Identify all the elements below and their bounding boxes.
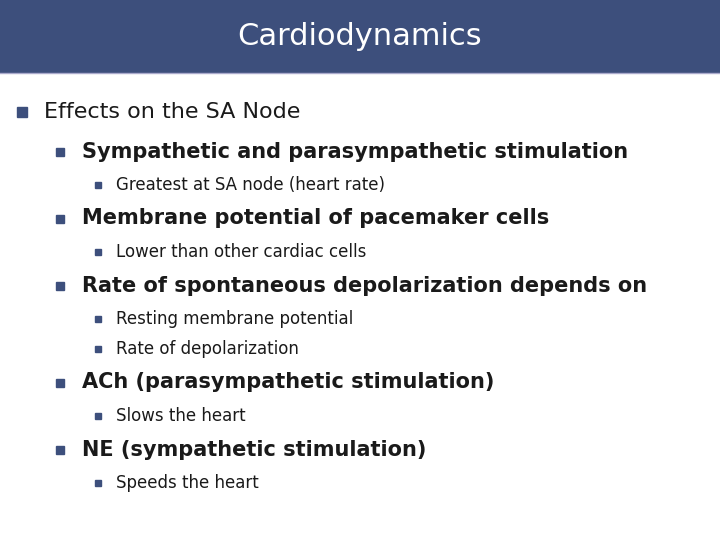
Bar (0, 73, 720, 540)
Text: Lower than other cardiac cells: Lower than other cardiac cells (116, 243, 366, 261)
Text: Slows the heart: Slows the heart (116, 407, 246, 425)
Text: Membrane potential of pacemaker cells: Membrane potential of pacemaker cells (82, 208, 549, 228)
Text: Resting membrane potential: Resting membrane potential (116, 310, 354, 328)
Text: Rate of depolarization: Rate of depolarization (116, 340, 299, 358)
Text: Effects on the SA Node: Effects on the SA Node (44, 102, 300, 122)
Text: NE (sympathetic stimulation): NE (sympathetic stimulation) (82, 440, 426, 460)
Bar (0, 0, 720, 73)
Text: Sympathetic and parasympathetic stimulation: Sympathetic and parasympathetic stimulat… (82, 141, 628, 161)
Text: Greatest at SA node (heart rate): Greatest at SA node (heart rate) (116, 176, 385, 194)
Text: ACh (parasympathetic stimulation): ACh (parasympathetic stimulation) (82, 373, 495, 393)
Text: Cardiodynamics: Cardiodynamics (238, 22, 482, 51)
Text: Rate of spontaneous depolarization depends on: Rate of spontaneous depolarization depen… (82, 275, 647, 295)
Text: Speeds the heart: Speeds the heart (116, 474, 258, 492)
